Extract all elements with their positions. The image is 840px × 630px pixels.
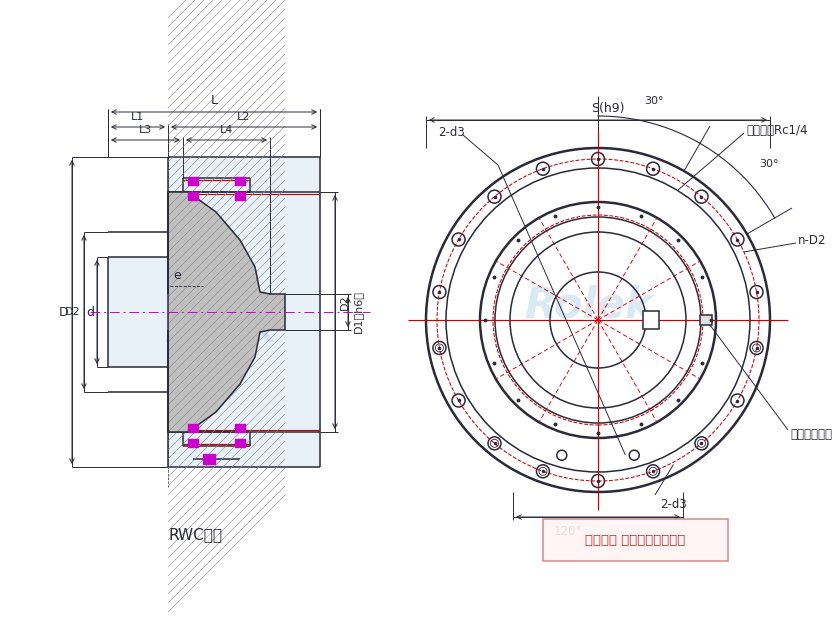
Bar	[235, 192, 245, 200]
Text: n-D2: n-D2	[798, 234, 827, 246]
Text: L4: L4	[220, 125, 234, 135]
Text: e: e	[173, 269, 181, 282]
Bar	[700, 315, 712, 325]
Text: 30°: 30°	[644, 96, 664, 106]
Text: L1: L1	[131, 112, 144, 122]
Text: 定位磨损指针: 定位磨损指针	[790, 428, 832, 442]
Bar	[188, 439, 198, 447]
Polygon shape	[168, 157, 320, 467]
Text: D2: D2	[65, 307, 80, 317]
Bar	[188, 424, 198, 432]
Text: L3: L3	[139, 125, 152, 135]
Bar	[643, 311, 659, 329]
Text: 润滑油孔Rc1/4: 润滑油孔Rc1/4	[746, 123, 807, 137]
Text: L: L	[211, 94, 218, 107]
Bar	[543, 519, 727, 561]
Polygon shape	[168, 192, 285, 432]
Text: Rolek: Rolek	[164, 315, 276, 349]
Text: RWC系列: RWC系列	[168, 527, 222, 542]
Text: 2-d3: 2-d3	[660, 498, 687, 512]
Text: 30°: 30°	[759, 159, 779, 169]
Text: 2-d3: 2-d3	[438, 125, 465, 139]
Text: 版权所有 侵权必被严厉追究: 版权所有 侵权必被严厉追究	[585, 534, 685, 546]
Bar	[235, 424, 245, 432]
Text: L2: L2	[238, 112, 250, 122]
Bar	[235, 177, 245, 185]
Text: D2: D2	[340, 294, 350, 310]
Text: S(h9): S(h9)	[591, 102, 625, 115]
Polygon shape	[108, 257, 168, 367]
Bar	[203, 454, 215, 464]
Text: Rolek: Rolek	[523, 284, 653, 326]
Bar	[188, 177, 198, 185]
Text: D: D	[58, 306, 68, 319]
Bar	[188, 192, 198, 200]
Text: D1（h6）: D1（h6）	[353, 290, 363, 333]
Bar	[235, 439, 245, 447]
Text: 120°: 120°	[554, 525, 582, 538]
Text: d: d	[86, 306, 94, 319]
